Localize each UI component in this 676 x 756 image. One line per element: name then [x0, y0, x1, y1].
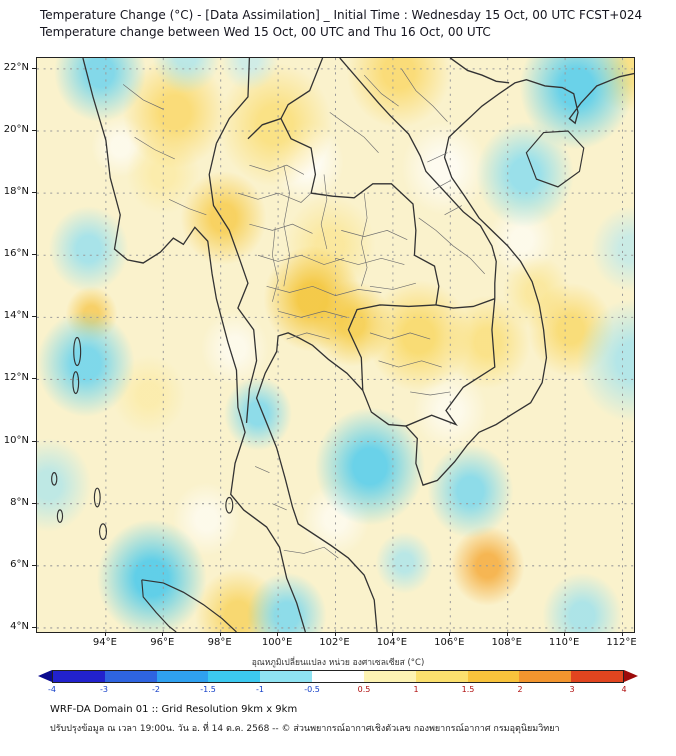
credit-line: ปรับปรุงข้อมูล ณ เวลา 19:00น. วัน อ. ที่…: [50, 724, 560, 734]
colorbar-segment: [312, 671, 364, 682]
colorbar-tick-label: -1: [256, 685, 264, 694]
lon-tick-mark: [621, 632, 623, 636]
colorbar-tick-label: -1.5: [200, 685, 216, 694]
lat-tick-label: 10°N: [3, 434, 29, 446]
lon-tick-label: 104°E: [376, 637, 408, 648]
lon-tick-label: 100°E: [261, 637, 293, 648]
lat-tick-mark: [32, 440, 36, 442]
border-laos-cambodia: [435, 298, 495, 309]
lon-tick-label: 108°E: [491, 637, 522, 648]
map-subtitle: Temperature change between Wed 15 Oct, 0…: [40, 25, 491, 39]
colorbar-segment: [363, 671, 416, 682]
border-myanmar-thailand: [208, 143, 258, 424]
lon-tick-mark: [219, 632, 221, 636]
lon-tick-label: 96°E: [150, 637, 175, 648]
lat-tick-mark: [32, 192, 36, 194]
colorbar-segment: [519, 671, 572, 682]
lon-tick-mark: [104, 632, 106, 636]
lat-tick-mark: [32, 129, 36, 131]
colorbar-segment: [467, 671, 520, 682]
colorbar-tick-label: 3: [569, 685, 575, 694]
colorbar-right-arrow: [624, 670, 638, 682]
lat-tick-label: 12°N: [3, 372, 29, 384]
colorbar-body: [52, 670, 624, 683]
colorbar-segment: [104, 671, 157, 682]
map-title: Temperature Change (°C) - [Data Assimila…: [40, 8, 643, 22]
lon-tick-mark: [162, 632, 164, 636]
lat-tick-label: 22°N: [3, 61, 29, 73]
lon-tick-label: 98°E: [207, 637, 232, 648]
sumatra-coast: [141, 579, 237, 632]
lat-tick-label: 20°N: [3, 123, 29, 135]
border-north-myanmar: [215, 58, 324, 144]
lon-tick-mark: [506, 632, 508, 636]
colorbar-segment: [53, 671, 105, 682]
lon-tick-mark: [564, 632, 566, 636]
lat-tick-mark: [32, 378, 36, 380]
border-vietnam-china: [449, 58, 510, 84]
province-boundaries: [122, 68, 485, 559]
colorbar-segment: [415, 671, 468, 682]
lon-tick-mark: [391, 632, 393, 636]
border-vietnam-cambodia: [405, 298, 496, 427]
lon-tick-label: 112°E: [606, 637, 637, 648]
lat-tick-mark: [32, 502, 36, 504]
lat-tick-mark: [32, 254, 36, 256]
colorbar-tick-label: 4: [621, 685, 627, 694]
colorbar-tick-label: -3: [100, 685, 108, 694]
map-geography: [37, 58, 634, 632]
lon-tick-label: 94°E: [92, 637, 117, 648]
colorbar-tick-label: 1: [413, 685, 419, 694]
colorbar-tick-label: 2: [517, 685, 523, 694]
domain-info: WRF-DA Domain 01 :: Grid Resolution 9km …: [50, 704, 298, 715]
lat-tick-label: 6°N: [10, 558, 29, 570]
phuket-island: [225, 496, 234, 514]
colorbar-tick-label: -2: [152, 685, 160, 694]
lon-tick-mark: [449, 632, 451, 636]
lat-tick-label: 4°N: [10, 620, 29, 632]
lon-tick-mark: [277, 632, 279, 636]
colorbar-ticks: -4 -3 -2 -1.5 -1 -0.5 0.5 1 1.5 2 3 4: [38, 685, 638, 695]
colorbar-title: อุณหภูมิเปลี่ยนแปลง หน่วย องศาเซลเซียส (…: [251, 658, 425, 668]
border-laos-vietnam: [339, 58, 497, 299]
andaman-nicobar-islands: [51, 336, 234, 541]
colorbar-left-arrow: [38, 670, 52, 682]
colorbar-tick-label: 1.5: [461, 685, 475, 694]
colorbar-segment: [571, 671, 623, 682]
header: Temperature Change (°C) - [Data Assimila…: [40, 7, 642, 41]
colorbar-tick-label: -4: [48, 685, 56, 694]
lon-tick-mark: [334, 632, 336, 636]
lat-tick-mark: [32, 316, 36, 318]
grid-lines: [37, 58, 634, 632]
colorbar-segment: [156, 671, 209, 682]
hainan-island: [525, 130, 585, 188]
colorbar-segment: [260, 671, 313, 682]
lat-tick-label: 14°N: [3, 310, 29, 322]
coastline-west: [82, 58, 306, 632]
lat-tick-label: 18°N: [3, 186, 29, 198]
colorbar: [38, 670, 638, 683]
lon-tick-label: 102°E: [319, 637, 350, 648]
border-thailand-cambodia: [347, 304, 436, 391]
colorbar-segment: [208, 671, 261, 682]
lat-tick-mark: [32, 626, 36, 628]
lat-tick-label: 8°N: [10, 496, 29, 508]
coastline-east: [255, 72, 634, 632]
lon-tick-label: 106°E: [434, 637, 465, 648]
border-thailand-laos: [280, 118, 440, 306]
lat-tick-label: 16°N: [3, 248, 29, 260]
lat-tick-mark: [32, 67, 36, 69]
lat-tick-mark: [32, 564, 36, 566]
map-frame: [36, 57, 635, 633]
colorbar-tick-label: 0.5: [357, 685, 371, 694]
lon-tick-label: 110°E: [548, 637, 580, 648]
colorbar-tick-label: -0.5: [304, 685, 320, 694]
